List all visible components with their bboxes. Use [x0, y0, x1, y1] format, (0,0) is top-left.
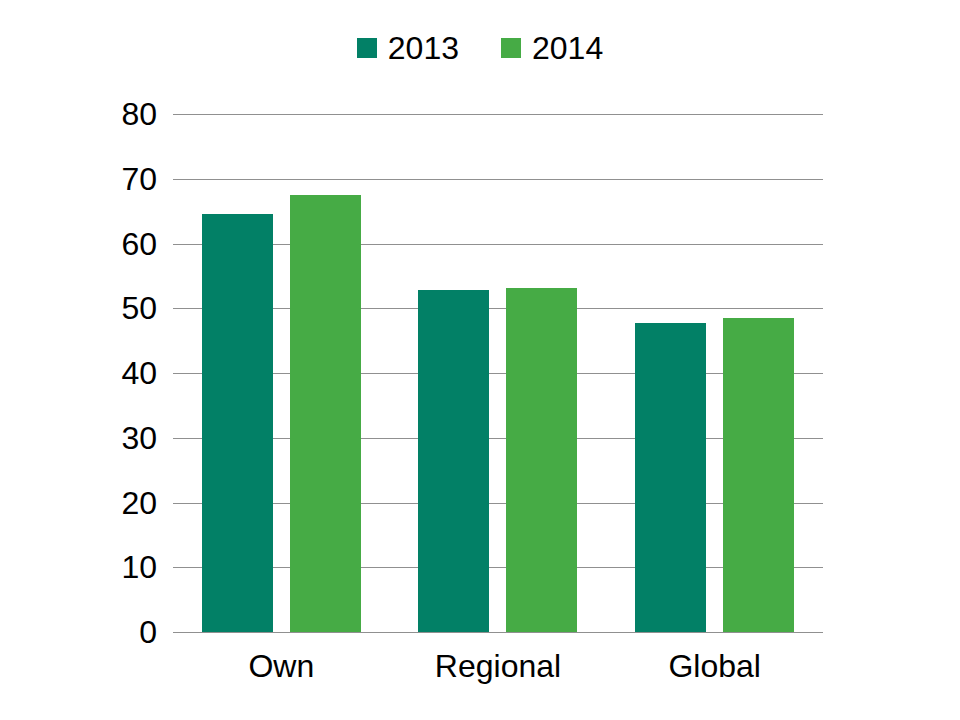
legend-item-2013: 2013 — [357, 28, 459, 68]
bar-global-2014 — [723, 318, 794, 632]
bar-group-global — [606, 114, 823, 632]
legend-label: 2014 — [532, 28, 603, 68]
legend-item-2014: 2014 — [501, 28, 603, 68]
bar-regional-2013 — [418, 290, 489, 632]
plot-area — [173, 114, 823, 632]
x-category-label: Own — [173, 646, 390, 686]
y-tick-label: 30 — [0, 419, 157, 457]
y-tick-label: 70 — [0, 160, 157, 198]
gridline-0 — [173, 632, 823, 633]
y-tick-label: 40 — [0, 354, 157, 392]
y-tick-label: 0 — [0, 613, 157, 651]
bar-own-2013 — [202, 214, 273, 632]
legend-swatch-icon — [501, 38, 521, 58]
bar-group-regional — [390, 114, 607, 632]
y-tick-label: 10 — [0, 548, 157, 586]
legend-label: 2013 — [388, 28, 459, 68]
chart-legend: 2013 2014 — [0, 26, 960, 70]
bar-chart: 2013 2014 0 10 20 30 40 50 60 70 80 OwnRegionalGl… — [0, 0, 960, 720]
bar-global-2013 — [635, 323, 706, 633]
x-category-label: Regional — [390, 646, 607, 686]
y-tick-label: 50 — [0, 289, 157, 327]
bar-group-own — [173, 114, 390, 632]
legend-swatch-icon — [357, 38, 377, 58]
bar-own-2014 — [290, 195, 361, 632]
y-tick-label: 20 — [0, 484, 157, 522]
y-tick-label: 60 — [0, 225, 157, 263]
y-tick-label: 80 — [0, 95, 157, 133]
x-category-label: Global — [606, 646, 823, 686]
bar-regional-2014 — [506, 288, 577, 632]
